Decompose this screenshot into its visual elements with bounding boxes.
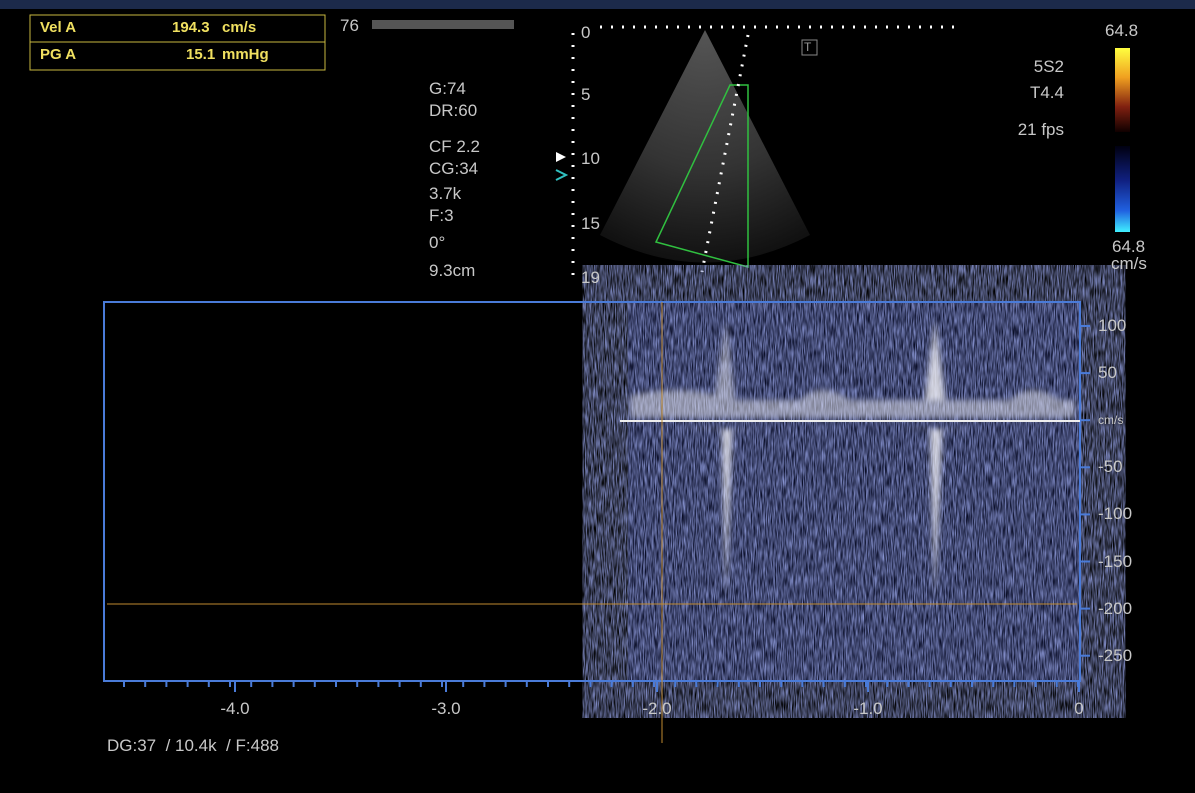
sector-image [600, 30, 810, 263]
meas-label: PG A [40, 47, 76, 62]
image-param: F:3 [429, 207, 454, 224]
time-label: -4.0 [205, 700, 265, 717]
velocity-label: -100 [1098, 505, 1132, 522]
velocity-label: -150 [1098, 553, 1132, 570]
graphics [0, 0, 1195, 793]
color-bar-top [1115, 48, 1130, 132]
depth-label: 10 [581, 150, 600, 167]
image-param: CG:34 [429, 160, 478, 177]
color-scale-top: 64.8 [1105, 22, 1138, 39]
velocity-label: -250 [1098, 647, 1132, 664]
image-param: DR:60 [429, 102, 477, 119]
ultrasound-screen: Vel A 194.3 cm/s PG A 15.1 mmHg 76 T G:7… [0, 0, 1195, 793]
velocity-label: cm/s [1098, 414, 1123, 426]
depth-label: 5 [581, 86, 590, 103]
color-bar-bottom [1115, 146, 1130, 232]
image-param: G:74 [429, 80, 466, 97]
depth-label: 0 [581, 24, 590, 41]
velocity-label: -200 [1098, 600, 1132, 617]
meas-value: 194.3 [172, 20, 210, 35]
frame-label: 76 [340, 17, 359, 34]
image-param: 3.7k [429, 185, 461, 202]
probe-param: T4.4 [1030, 84, 1064, 101]
frame-slider [372, 20, 514, 29]
image-param: 9.3cm [429, 262, 475, 279]
time-label: 0 [1049, 700, 1109, 717]
velocity-label: 50 [1098, 364, 1117, 381]
probe-param: 5S2 [1034, 58, 1064, 75]
meas-value: 15.1 [186, 47, 215, 62]
meas-unit: cm/s [222, 20, 256, 35]
image-param: 0° [429, 234, 445, 251]
focus-marker [556, 152, 566, 162]
time-label: -3.0 [416, 700, 476, 717]
color-scale-bottom: 64.8 [1112, 238, 1145, 255]
time-label: -2.0 [627, 700, 687, 717]
doppler-params: DG:37 / 10.4k / F:488 [107, 737, 279, 754]
depth-label: 19 [581, 269, 600, 286]
focus-marker-2 [556, 170, 566, 180]
meas-unit: mmHg [222, 47, 269, 62]
depth-label: 15 [581, 215, 600, 232]
time-label: -1.0 [838, 700, 898, 717]
marker: T [804, 41, 811, 53]
velocity-label: -50 [1098, 458, 1123, 475]
image-param: CF 2.2 [429, 138, 480, 155]
top-bar [0, 0, 1195, 9]
velocity-label: 100 [1098, 317, 1126, 334]
color-scale-unit: cm/s [1111, 255, 1147, 272]
meas-label: Vel A [40, 20, 76, 35]
probe-param: 21 fps [1018, 121, 1064, 138]
spectrum-noise [628, 303, 1080, 680]
